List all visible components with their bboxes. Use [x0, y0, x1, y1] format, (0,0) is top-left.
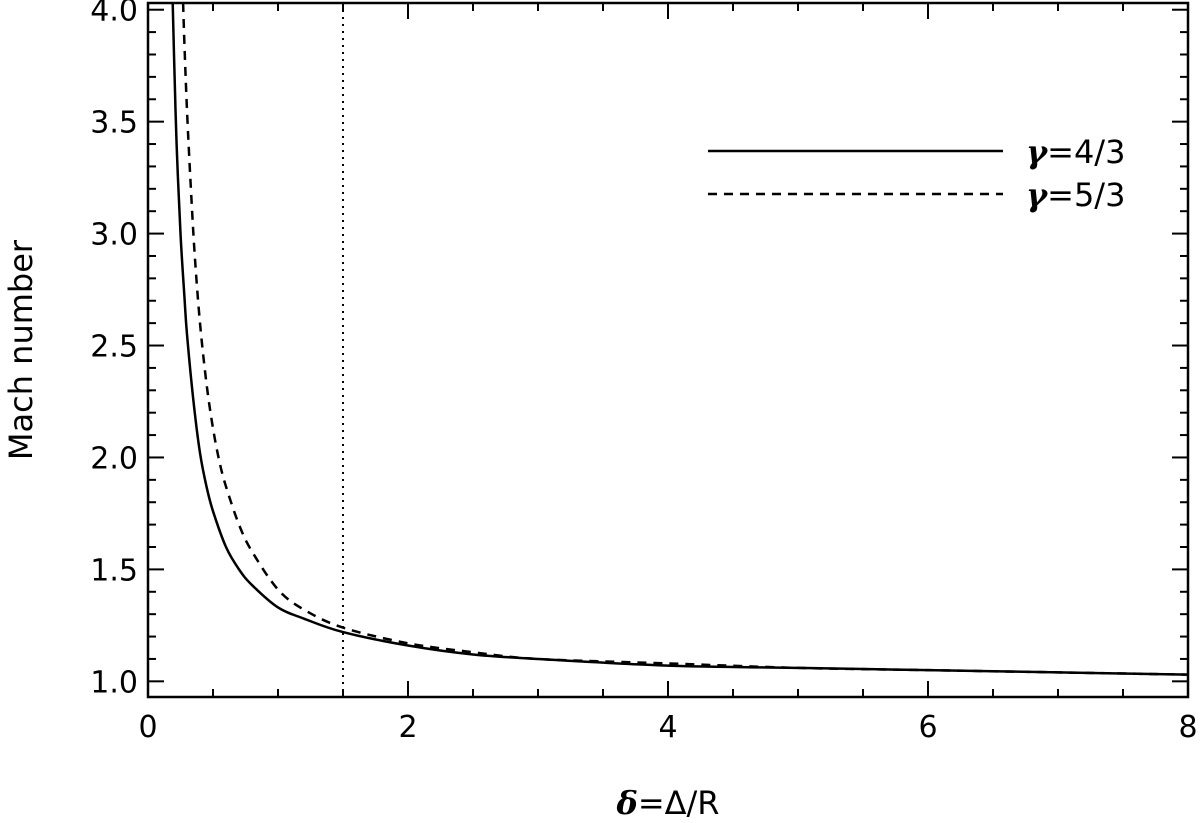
x-axis-title-rest: =Δ/R [638, 784, 720, 822]
y-tick-label: 3.5 [90, 106, 138, 141]
plot-frame [146, 1, 1190, 699]
legend-label-symbol: γ [1026, 133, 1049, 171]
y-tick-label: 1.5 [90, 553, 138, 588]
y-tick-label: 2.0 [90, 441, 138, 476]
series-layer [171, 3, 1188, 676]
series-line-dashed [181, 3, 1188, 676]
minor-ticks [148, 3, 1188, 697]
y-tick-label: 2.5 [90, 330, 138, 365]
x-tick-labels: 0 2 4 6 8 [138, 710, 1197, 745]
x-tick-label: 4 [658, 710, 677, 745]
y-tick-label: 1.0 [90, 665, 138, 700]
x-tick-label: 6 [918, 710, 937, 745]
major-ticks [147, 3, 1189, 697]
series-line-solid [171, 3, 1188, 676]
x-axis-title: δ=Δ/R [615, 784, 719, 822]
x-tick-label: 2 [398, 710, 417, 745]
y-tick-label: 3.0 [90, 218, 138, 253]
x-tick-label: 8 [1178, 710, 1197, 745]
legend-label-symbol: γ [1026, 176, 1049, 214]
y-axis-title: Mach number [2, 239, 40, 460]
legend-label-gamma-4-3: γ=4/3 [1026, 133, 1125, 171]
y-tick-labels: 1.0 1.5 2.0 2.5 3.0 3.5 4.0 [90, 0, 138, 700]
y-tick-label: 4.0 [90, 0, 138, 29]
legend-label-gamma-5-3: γ=5/3 [1026, 176, 1125, 214]
legend-label-rest: =5/3 [1047, 176, 1125, 214]
legend-label-rest: =4/3 [1047, 133, 1125, 171]
x-axis-title-symbol: δ [615, 784, 637, 822]
legend: γ=4/3 γ=5/3 [708, 133, 1125, 214]
x-tick-label: 0 [138, 710, 157, 745]
